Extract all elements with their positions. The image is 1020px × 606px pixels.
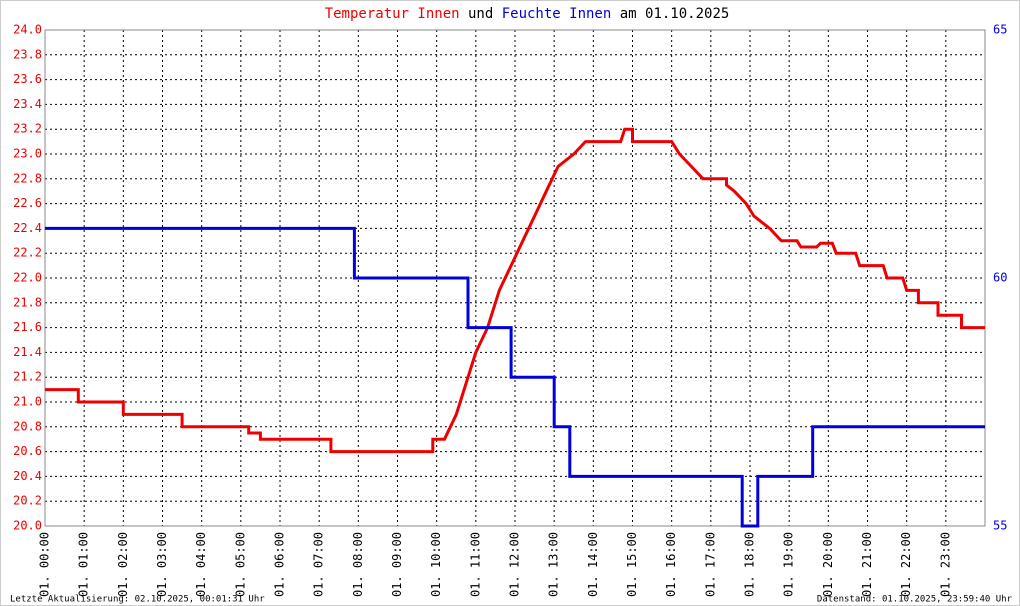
y-tick-label: 23.6 xyxy=(13,72,42,86)
y-tick-label: 20.6 xyxy=(13,444,42,458)
title-series-1: Temperatur Innen xyxy=(325,6,460,22)
x-tick-label: 01. 13:00 xyxy=(547,532,561,597)
x-tick-label: 01. 23:00 xyxy=(938,532,952,597)
x-tick-label: 01. 14:00 xyxy=(586,532,600,597)
y-tick-label: 22.6 xyxy=(13,196,42,210)
x-tick-label: 01. 09:00 xyxy=(390,532,404,597)
y-tick-label: 21.6 xyxy=(13,320,42,334)
y-tick-label: 20.8 xyxy=(13,419,42,433)
title-part: am 01.10.2025 xyxy=(620,6,730,22)
series-line xyxy=(45,226,985,528)
title-series-2: Feuchte Innen xyxy=(502,6,612,22)
y2-tick-label: 65 xyxy=(993,23,1007,37)
x-tick-label: 01. 10:00 xyxy=(429,532,443,597)
x-tick-label: 01. 06:00 xyxy=(273,532,287,597)
x-tick-label: 01. 01:00 xyxy=(77,532,91,597)
y2-tick-label: 60 xyxy=(993,271,1007,285)
y-tick-label: 23.0 xyxy=(13,147,42,161)
series-line xyxy=(45,127,985,454)
x-tick-label: 01. 22:00 xyxy=(899,532,913,597)
x-tick-label: 01. 19:00 xyxy=(782,532,796,597)
x-tick-label: 01. 18:00 xyxy=(743,532,757,597)
y-tick-label: 21.4 xyxy=(13,345,42,359)
y-tick-label: 24.0 xyxy=(13,23,42,37)
x-tick-label: 01. 15:00 xyxy=(625,532,639,597)
x-tick-label: 01. 02:00 xyxy=(116,532,130,597)
y-tick-label: 23.8 xyxy=(13,47,42,61)
x-tick-label: 01. 07:00 xyxy=(312,532,326,597)
footer-right: Datenstand: 01.10.2025, 23:59:40 Uhr xyxy=(817,595,1013,605)
y-tick-label: 22.8 xyxy=(13,171,42,185)
x-tick-label: 01. 21:00 xyxy=(860,532,874,597)
x-tick-label: 01. 08:00 xyxy=(351,532,365,597)
x-tick-label: 01. 00:00 xyxy=(38,532,52,597)
x-tick-label: 01. 04:00 xyxy=(194,532,208,597)
y-tick-label: 23.2 xyxy=(13,122,42,136)
x-tick-label: 01. 20:00 xyxy=(821,532,835,597)
footer-left: Letzte Aktualisierung: 02.10.2025, 00:01… xyxy=(10,595,265,605)
y-tick-label: 22.2 xyxy=(13,246,42,260)
title-part: und xyxy=(468,6,493,22)
y-tick-label: 21.0 xyxy=(13,395,42,409)
y-tick-label: 20.4 xyxy=(13,469,42,483)
x-tick-label: 01. 05:00 xyxy=(233,532,247,597)
y-tick-label: 20.0 xyxy=(13,519,42,533)
y-tick-label: 20.2 xyxy=(13,494,42,508)
y-tick-label: 21.8 xyxy=(13,295,42,309)
y-tick-label: 23.4 xyxy=(13,97,42,111)
x-tick-label: 01. 11:00 xyxy=(468,532,482,597)
x-tick-label: 01. 16:00 xyxy=(664,532,678,597)
x-tick-label: 01. 03:00 xyxy=(155,532,169,597)
y2-tick-label: 55 xyxy=(993,519,1007,533)
plot-frame xyxy=(44,29,986,527)
y-tick-label: 22.4 xyxy=(13,221,42,235)
y-tick-label: 22.0 xyxy=(13,271,42,285)
x-tick-label: 01. 12:00 xyxy=(508,532,522,597)
chart-title: Temperatur Innen und Feuchte Innen am 01… xyxy=(325,6,730,22)
y-tick-label: 21.2 xyxy=(13,370,42,384)
x-tick-label: 01. 17:00 xyxy=(703,532,717,597)
